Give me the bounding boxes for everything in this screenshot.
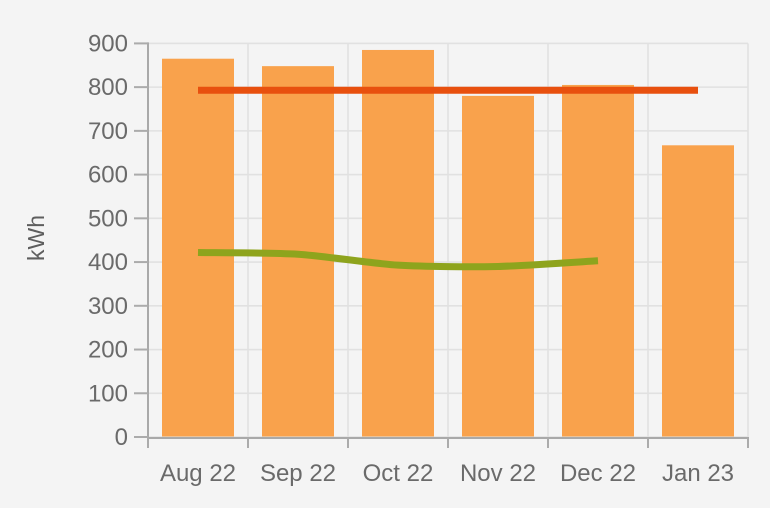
x-tick-label: Dec 22 <box>560 460 636 487</box>
green-trend-line[interactable] <box>197 248 599 271</box>
x-tick-label: Oct 22 <box>363 460 434 487</box>
x-tick-label: Aug 22 <box>160 460 236 487</box>
y-tick-label: 600 <box>88 162 128 189</box>
y-tick-label: 900 <box>88 30 128 57</box>
y-tick-label: 300 <box>88 293 128 320</box>
x-tick-label: Nov 22 <box>460 460 536 487</box>
y-tick-label: 500 <box>88 205 128 232</box>
y-tick-label: 700 <box>88 118 128 145</box>
bar-oct-22[interactable] <box>362 49 434 437</box>
bar-aug-22[interactable] <box>162 58 234 437</box>
y-tick-label: 800 <box>88 74 128 101</box>
x-tick-label: Sep 22 <box>260 460 336 487</box>
y-tick-label: 400 <box>88 249 128 276</box>
x-tick-label: Jan 23 <box>662 460 734 487</box>
y-axis-title: kWh <box>23 215 49 261</box>
y-tick-label: 200 <box>88 337 128 364</box>
bar-jan-23[interactable] <box>662 145 734 437</box>
y-tick-label: 100 <box>88 380 128 407</box>
y-tick-label: 0 <box>115 424 128 451</box>
